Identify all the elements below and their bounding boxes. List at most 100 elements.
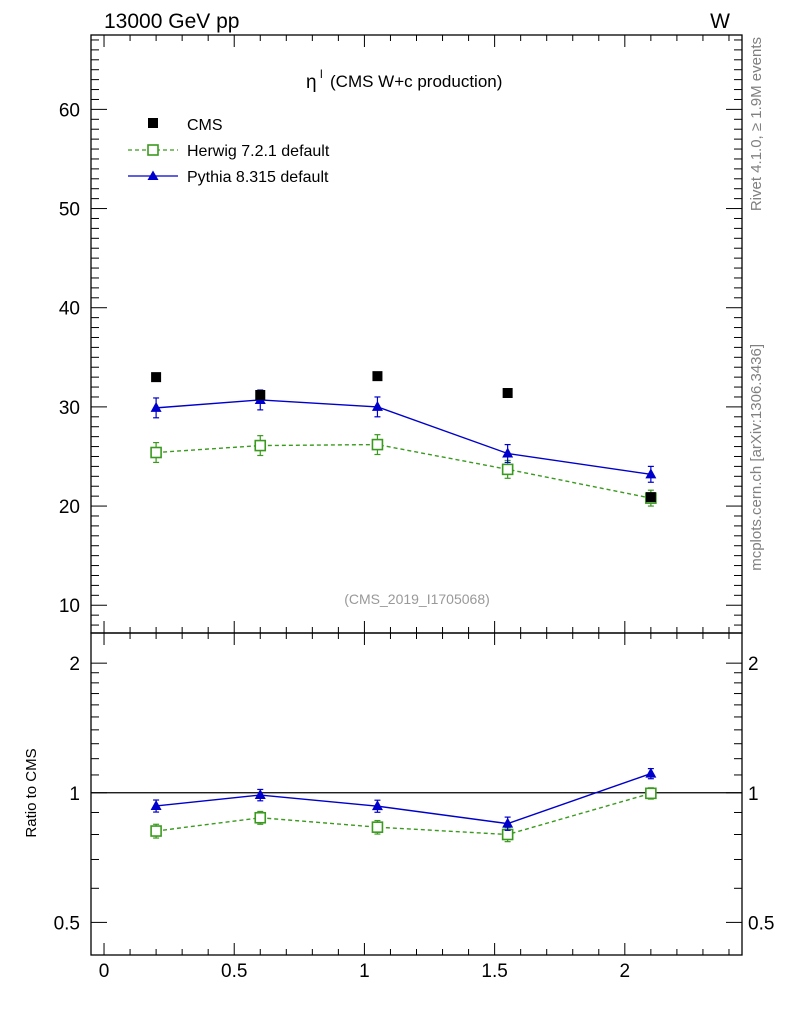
marker-square-open — [150, 825, 162, 837]
plot-title-symbol: η — [306, 72, 317, 93]
legend-herwig-marker — [147, 144, 159, 156]
data-point-pythia-ratio — [645, 767, 657, 780]
marker-square-open — [150, 446, 162, 459]
marker-square-open — [371, 438, 384, 451]
series-cms — [151, 371, 656, 503]
legend-herwig-label: Herwig 7.2.1 default — [187, 143, 330, 160]
main-data-marks — [150, 371, 657, 507]
x-tick-label: 1.5 — [481, 961, 507, 982]
ratio-plot-frame — [90, 632, 743, 956]
data-point-cms — [645, 492, 656, 503]
series-herwig — [150, 434, 657, 507]
ratio-axis-ticks — [91, 633, 742, 955]
data-point-herwig — [501, 459, 514, 479]
marker-triangle — [645, 468, 657, 479]
y-tick-label: 40 — [59, 299, 80, 320]
y-tick-label: 50 — [59, 200, 80, 221]
main-plot-panel: 10 20 30 40 50 60 (CMS_2019_I1705068) η l (CM… — [59, 34, 743, 634]
marker-square-open — [645, 787, 657, 800]
legend-entry-pythia: Pythia 8.315 default — [128, 169, 329, 186]
marker-triangle — [502, 817, 514, 828]
y-tick-label: 30 — [59, 398, 80, 419]
analysis-id-annotation: (CMS_2019_I1705068) — [344, 591, 490, 607]
ratio-y-tick-label: 1 — [69, 784, 80, 805]
data-point-cms — [372, 371, 383, 382]
ratio-y-tick-labels: 0.5 0.5 1 1 2 2 — [54, 654, 775, 934]
x-tick-label: 0.5 — [221, 961, 247, 982]
marker-square-filled — [502, 388, 513, 399]
x-tick-label: 2 — [620, 961, 631, 982]
ratio-y-tick-label: 2 — [69, 654, 80, 675]
data-point-herwig-ratio — [150, 823, 162, 839]
marker-square-filled — [645, 492, 656, 503]
y-tick-label: 20 — [59, 497, 80, 518]
series-line-herwig-ratio — [156, 792, 652, 836]
data-point-pythia — [371, 396, 383, 418]
ratio-plot-panel: 0.5 0.5 1 1 2 2 0 0.5 1 1.5 2 Ratio to CMS — [23, 632, 775, 982]
x-tick-labels: 0 0.5 1 1.5 2 — [99, 961, 630, 982]
data-point-herwig-ratio — [645, 787, 657, 800]
data-point-pythia — [150, 397, 162, 419]
data-point-herwig-ratio — [371, 819, 384, 835]
marker-square-filled — [372, 371, 383, 382]
rivet-version-label: Rivet 4.1.0, ≥ 1.9M events — [748, 37, 765, 211]
legend: CMS Herwig 7.2.1 default Pythia 8.315 de… — [128, 117, 330, 186]
legend-pythia-marker — [147, 170, 159, 180]
data-point-cms — [151, 372, 162, 383]
legend-cms-label: CMS — [187, 117, 223, 134]
ratio-y-tick-label-right: 1 — [748, 784, 759, 805]
plot-title-text: (CMS W+c production) — [330, 72, 502, 91]
x-tick-label: 1 — [359, 961, 370, 982]
ratio-y-tick-label: 0.5 — [54, 913, 80, 934]
series-line-pythia-ratio — [156, 772, 652, 825]
data-point-pythia-ratio — [254, 788, 266, 802]
marker-triangle — [150, 799, 162, 810]
data-point-pythia-ratio — [502, 816, 514, 831]
series-line-herwig — [156, 443, 651, 499]
ratio-data-marks — [150, 767, 657, 843]
marker-triangle — [371, 800, 383, 811]
legend-entry-herwig: Herwig 7.2.1 default — [128, 143, 330, 160]
mcplots-source-label: mcplots.cern.ch [arXiv:1306.3436] — [748, 344, 765, 571]
data-point-cms — [255, 389, 266, 400]
legend-cms-marker — [148, 118, 158, 128]
marker-square-open — [501, 463, 514, 476]
marker-square-filled — [255, 389, 266, 400]
marker-triangle — [502, 447, 514, 458]
marker-triangle — [371, 400, 383, 411]
main-axis-ticks — [91, 35, 742, 633]
y-tick-label: 60 — [59, 100, 80, 121]
y-tick-label: 10 — [59, 596, 80, 617]
data-point-pythia-ratio — [371, 799, 383, 813]
marker-triangle — [254, 789, 266, 800]
marker-square-filled — [151, 372, 162, 383]
legend-pythia-label: Pythia 8.315 default — [187, 169, 329, 186]
series-pythia — [150, 389, 657, 483]
series-herwig-ratio — [150, 787, 657, 843]
data-point-herwig — [254, 435, 267, 457]
data-point-pythia-ratio — [150, 799, 162, 813]
plot-title-superscript: l — [320, 67, 323, 81]
data-point-cms — [502, 388, 513, 399]
marker-square-open — [254, 439, 267, 452]
data-point-pythia — [645, 465, 657, 483]
data-point-herwig-ratio — [254, 810, 267, 825]
data-point-pythia — [502, 443, 514, 464]
marker-square-open — [254, 811, 267, 824]
ratio-y-tick-label-right: 2 — [748, 654, 759, 675]
series-line-pythia — [156, 399, 651, 476]
x-tick-label: 0 — [99, 961, 110, 982]
series-pythia-ratio — [150, 767, 657, 831]
data-point-herwig — [150, 441, 162, 464]
ratio-y-tick-label-right: 0.5 — [748, 913, 774, 934]
legend-entry-cms: CMS — [148, 117, 223, 134]
header-right-label: W — [710, 10, 730, 33]
ratio-y-axis-label: Ratio to CMS — [23, 748, 40, 837]
header-left-label: 13000 GeV pp — [104, 10, 239, 33]
main-y-tick-labels: 10 20 30 40 50 60 — [59, 100, 80, 617]
marker-square-open — [501, 828, 514, 841]
marker-triangle — [150, 401, 162, 412]
data-point-herwig — [371, 434, 384, 456]
marker-triangle — [645, 767, 657, 778]
